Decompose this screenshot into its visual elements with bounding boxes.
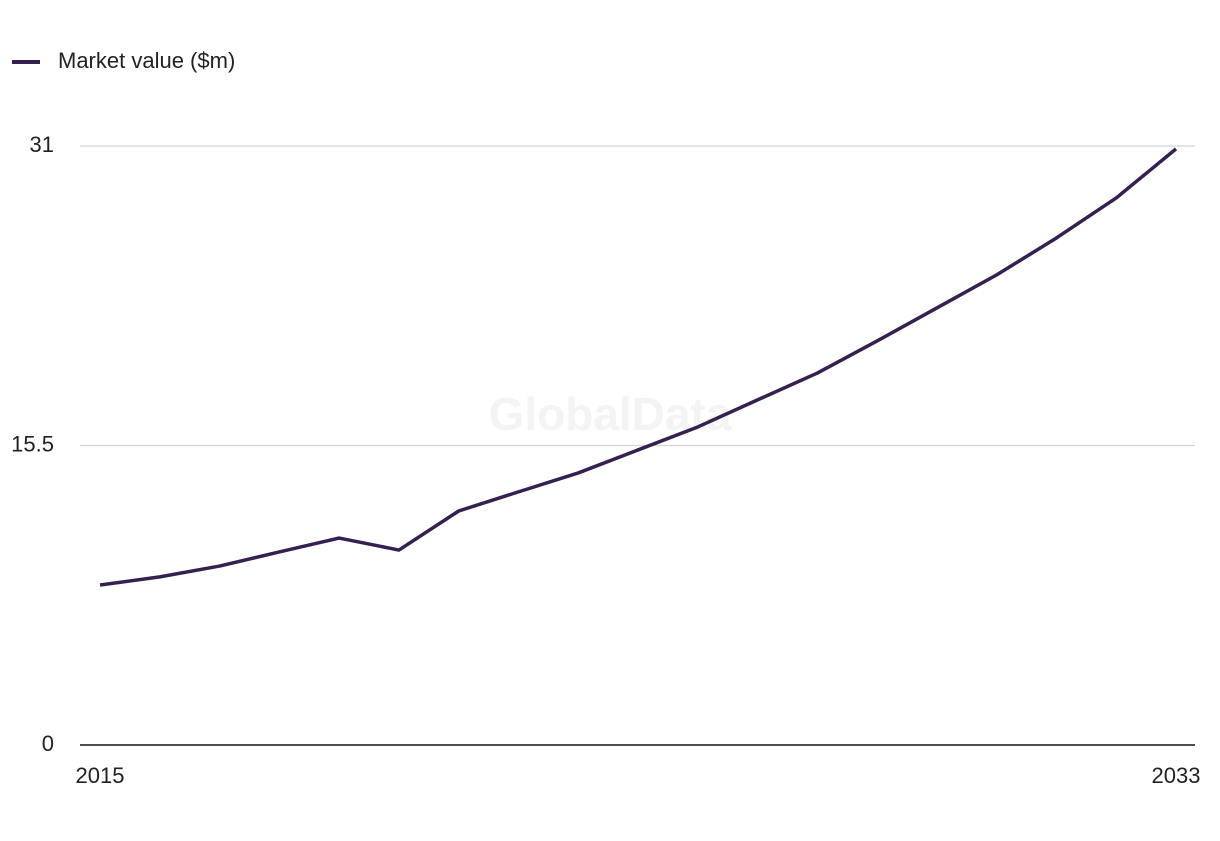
y-tick-label: 15.5 xyxy=(11,431,54,456)
watermark: GlobalData xyxy=(489,388,732,440)
x-tick-label: 2015 xyxy=(76,763,125,788)
y-tick-label: 31 xyxy=(30,132,54,157)
y-tick-label: 0 xyxy=(42,731,54,756)
x-tick-label: 2033 xyxy=(1152,763,1201,788)
line-series xyxy=(99,147,1178,587)
legend-label: Market value ($m) xyxy=(58,48,235,73)
